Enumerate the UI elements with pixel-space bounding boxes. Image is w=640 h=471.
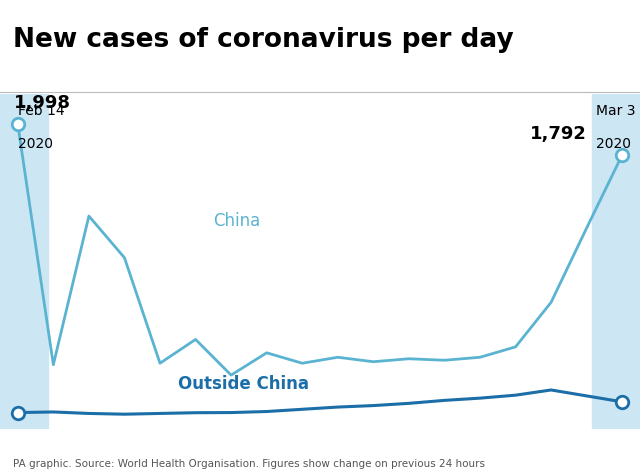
Text: Mar 3: Mar 3 (596, 104, 635, 118)
Text: 1,792: 1,792 (530, 125, 587, 143)
Text: Outside China: Outside China (178, 375, 308, 393)
Bar (0, 94, 48, 429)
Text: PA graphic. Source: World Health Organisation. Figures show change on previous 2: PA graphic. Source: World Health Organis… (13, 459, 485, 469)
Text: New cases of coronavirus per day: New cases of coronavirus per day (13, 27, 513, 53)
Text: Feb 14: Feb 14 (18, 104, 65, 118)
Text: 2020: 2020 (596, 137, 630, 151)
Text: 2020: 2020 (18, 137, 52, 151)
Bar (592, 94, 640, 429)
Text: 1,998: 1,998 (14, 94, 71, 112)
Text: China: China (213, 211, 260, 229)
